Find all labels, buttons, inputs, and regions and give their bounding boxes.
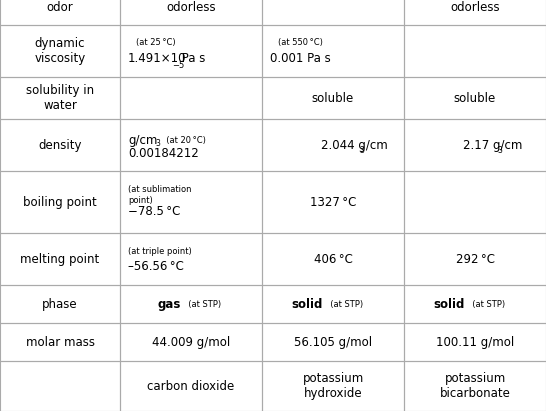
Bar — [262, 361, 404, 411]
Text: Pa s: Pa s — [178, 53, 205, 65]
Bar — [120, 361, 262, 411]
Bar — [262, 77, 404, 119]
Text: potassium
hydroxide: potassium hydroxide — [302, 372, 364, 400]
Text: (at sublimation
point): (at sublimation point) — [128, 185, 192, 205]
Text: potassium
bicarbonate: potassium bicarbonate — [440, 372, 511, 400]
Bar — [0, 285, 120, 323]
Bar — [0, 361, 120, 411]
Bar — [0, 233, 120, 285]
Bar — [0, 77, 120, 119]
Text: solid: solid — [292, 298, 323, 310]
Text: (at 25 °C): (at 25 °C) — [136, 39, 176, 48]
Text: 0.00184212: 0.00184212 — [128, 146, 199, 159]
Bar — [262, 323, 404, 361]
Bar — [120, 323, 262, 361]
Bar — [0, 323, 120, 361]
Text: gas: gas — [158, 298, 181, 310]
Bar — [120, 233, 262, 285]
Text: boiling point: boiling point — [23, 196, 97, 208]
Bar — [262, 171, 404, 233]
Text: −5: −5 — [172, 60, 184, 69]
Text: 292 °C: 292 °C — [455, 252, 495, 266]
Bar — [0, 119, 120, 171]
Text: 56.105 g/mol: 56.105 g/mol — [294, 335, 372, 349]
Text: 3: 3 — [155, 139, 160, 148]
Text: odorless: odorless — [450, 1, 500, 14]
Bar — [404, 171, 546, 233]
Bar — [120, 77, 262, 119]
Text: (at triple point): (at triple point) — [128, 247, 192, 256]
Bar — [0, 171, 120, 233]
Bar — [404, 285, 546, 323]
Bar — [404, 119, 546, 171]
Text: dynamic
viscosity: dynamic viscosity — [34, 37, 86, 65]
Text: (at STP): (at STP) — [325, 300, 363, 309]
Text: −78.5 °C: −78.5 °C — [128, 205, 180, 217]
Text: (at 20 °C): (at 20 °C) — [161, 136, 206, 145]
Bar — [0, 25, 120, 77]
Text: 2.044 g/cm: 2.044 g/cm — [321, 139, 388, 152]
Bar — [262, 0, 404, 25]
Bar — [404, 323, 546, 361]
Text: solubility in
water: solubility in water — [26, 84, 94, 112]
Text: 406 °C: 406 °C — [313, 252, 352, 266]
Text: –56.56 °C: –56.56 °C — [128, 259, 184, 272]
Bar — [404, 233, 546, 285]
Text: 3: 3 — [498, 145, 503, 155]
Bar — [404, 361, 546, 411]
Text: phase: phase — [42, 298, 78, 310]
Bar — [120, 171, 262, 233]
Text: odorless: odorless — [166, 1, 216, 14]
Text: 2.17 g/cm: 2.17 g/cm — [463, 139, 523, 152]
Bar — [120, 285, 262, 323]
Text: molar mass: molar mass — [26, 335, 94, 349]
Text: melting point: melting point — [20, 252, 99, 266]
Bar — [262, 119, 404, 171]
Bar — [262, 25, 404, 77]
Text: 1327 °C: 1327 °C — [310, 196, 356, 208]
Bar — [262, 285, 404, 323]
Text: odor: odor — [46, 1, 73, 14]
Text: 0.001 Pa s: 0.001 Pa s — [270, 53, 331, 65]
Text: (at STP): (at STP) — [467, 300, 505, 309]
Bar — [120, 25, 262, 77]
Text: 100.11 g/mol: 100.11 g/mol — [436, 335, 514, 349]
Text: (at STP): (at STP) — [183, 300, 221, 309]
Text: solid: solid — [434, 298, 465, 310]
Text: (at 550 °C): (at 550 °C) — [278, 39, 323, 48]
Text: 3: 3 — [359, 145, 364, 155]
Text: 1.491×10: 1.491×10 — [128, 53, 187, 65]
Bar — [120, 119, 262, 171]
Text: 44.009 g/mol: 44.009 g/mol — [152, 335, 230, 349]
Text: density: density — [38, 139, 82, 152]
Text: g/cm: g/cm — [128, 134, 157, 146]
Text: soluble: soluble — [312, 92, 354, 104]
Text: carbon dioxide: carbon dioxide — [147, 379, 235, 393]
Bar — [404, 77, 546, 119]
Bar — [0, 0, 120, 25]
Bar — [120, 0, 262, 25]
Bar — [404, 0, 546, 25]
Bar — [404, 25, 546, 77]
Text: soluble: soluble — [454, 92, 496, 104]
Bar — [262, 233, 404, 285]
